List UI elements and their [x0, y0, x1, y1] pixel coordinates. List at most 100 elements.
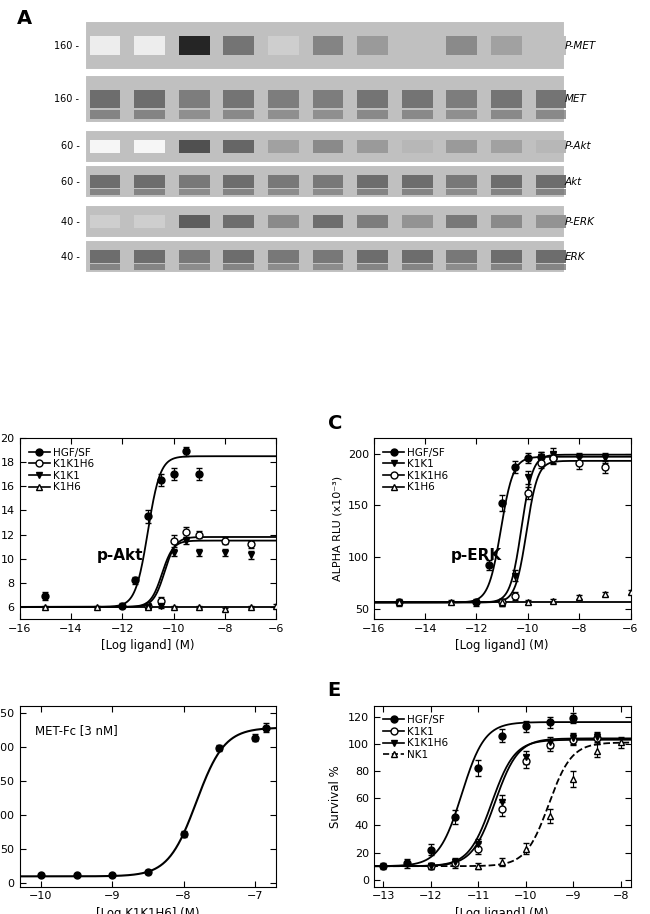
Bar: [536, 140, 566, 153]
Text: P-Akt: P-Akt: [564, 142, 591, 152]
Bar: [135, 175, 165, 188]
Bar: [135, 189, 165, 196]
Bar: [447, 264, 477, 271]
Bar: [135, 140, 165, 153]
Bar: [313, 189, 343, 196]
Bar: [402, 110, 433, 119]
Text: p-ERK: p-ERK: [451, 548, 502, 563]
Bar: [313, 216, 343, 228]
Bar: [179, 140, 210, 153]
Bar: [179, 189, 210, 196]
Bar: [402, 90, 433, 108]
Text: 160 -: 160 -: [55, 40, 79, 50]
Text: 40 -: 40 -: [60, 217, 79, 227]
Bar: [85, 130, 565, 163]
Bar: [224, 140, 254, 153]
Bar: [90, 250, 120, 263]
Bar: [313, 264, 343, 271]
Bar: [358, 37, 388, 55]
Bar: [224, 37, 254, 55]
Bar: [224, 90, 254, 108]
Legend: HGF/SF, K1K1H6, K1K1, K1H6: HGF/SF, K1K1H6, K1K1, K1H6: [25, 443, 98, 496]
Text: Akt: Akt: [564, 176, 582, 186]
Bar: [85, 21, 565, 69]
Text: 160 -: 160 -: [55, 94, 79, 104]
Bar: [402, 140, 433, 153]
Bar: [402, 37, 433, 55]
Bar: [268, 216, 299, 228]
Bar: [447, 250, 477, 263]
Bar: [491, 264, 522, 271]
Bar: [536, 37, 566, 55]
X-axis label: [Log ligand] (M): [Log ligand] (M): [456, 907, 549, 914]
Text: ERK: ERK: [564, 251, 585, 261]
Legend: HGF/SF, K1K1, K1K1H6, K1H6: HGF/SF, K1K1, K1K1H6, K1H6: [379, 443, 452, 496]
Bar: [179, 90, 210, 108]
Bar: [536, 175, 566, 188]
Y-axis label: Survival %: Survival %: [330, 765, 343, 827]
Bar: [135, 264, 165, 271]
Bar: [85, 205, 565, 239]
Bar: [313, 175, 343, 188]
Bar: [135, 37, 165, 55]
Bar: [358, 216, 388, 228]
Bar: [268, 189, 299, 196]
Text: MET: MET: [564, 94, 586, 104]
Bar: [536, 216, 566, 228]
X-axis label: [Log K1K1H6] (M): [Log K1K1H6] (M): [96, 907, 200, 914]
Bar: [85, 165, 565, 198]
Bar: [447, 175, 477, 188]
Bar: [447, 140, 477, 153]
Bar: [90, 189, 120, 196]
Bar: [135, 110, 165, 119]
Text: p-Akt: p-Akt: [96, 548, 143, 563]
Text: 60 -: 60 -: [60, 176, 79, 186]
Bar: [224, 175, 254, 188]
Bar: [313, 250, 343, 263]
Bar: [447, 90, 477, 108]
Bar: [491, 90, 522, 108]
Bar: [268, 110, 299, 119]
Bar: [135, 250, 165, 263]
Bar: [268, 90, 299, 108]
Bar: [268, 264, 299, 271]
Bar: [313, 110, 343, 119]
Bar: [313, 140, 343, 153]
Bar: [447, 37, 477, 55]
Bar: [491, 110, 522, 119]
Bar: [224, 250, 254, 263]
Bar: [358, 110, 388, 119]
Bar: [491, 216, 522, 228]
Text: C: C: [328, 414, 342, 432]
Bar: [536, 264, 566, 271]
Bar: [358, 250, 388, 263]
Text: E: E: [328, 681, 341, 700]
Bar: [402, 264, 433, 271]
Bar: [268, 140, 299, 153]
Bar: [447, 216, 477, 228]
Legend: HGF/SF, K1K1, K1K1H6, NK1: HGF/SF, K1K1, K1K1H6, NK1: [379, 711, 452, 764]
Bar: [536, 189, 566, 196]
Bar: [224, 264, 254, 271]
Bar: [358, 189, 388, 196]
X-axis label: [Log ligand] (M): [Log ligand] (M): [456, 640, 549, 653]
Bar: [85, 75, 565, 123]
Text: A: A: [16, 9, 32, 28]
Bar: [135, 216, 165, 228]
Bar: [447, 189, 477, 196]
Text: P-ERK: P-ERK: [564, 217, 594, 227]
Bar: [90, 90, 120, 108]
Text: 40 -: 40 -: [60, 251, 79, 261]
Bar: [268, 175, 299, 188]
Bar: [179, 264, 210, 271]
Bar: [358, 175, 388, 188]
Bar: [491, 175, 522, 188]
Bar: [90, 216, 120, 228]
Bar: [447, 110, 477, 119]
Bar: [90, 140, 120, 153]
Bar: [224, 189, 254, 196]
Bar: [135, 90, 165, 108]
Bar: [536, 250, 566, 263]
Bar: [358, 140, 388, 153]
Bar: [358, 264, 388, 271]
